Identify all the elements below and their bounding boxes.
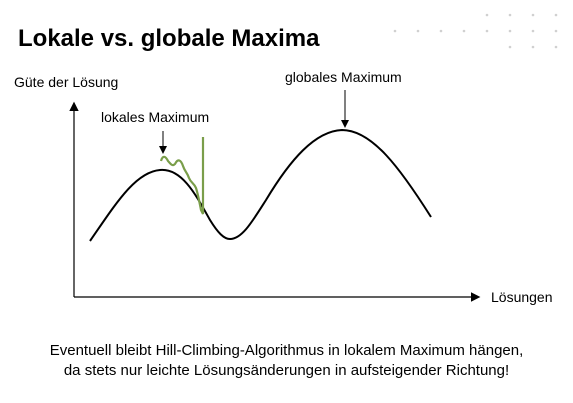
x-axis-label: Lösungen xyxy=(491,289,553,305)
y-axis-label: Güte der Lösung xyxy=(14,74,118,90)
global-max-label: globales Maximum xyxy=(285,69,402,85)
hill-climbing-diagram xyxy=(0,0,573,330)
caption: Eventuell bleibt Hill-Climbing-Algorithm… xyxy=(0,341,573,381)
fitness-curve xyxy=(90,130,431,241)
caption-line-1: Eventuell bleibt Hill-Climbing-Algorithm… xyxy=(0,341,573,361)
local-max-label: lokales Maximum xyxy=(101,109,209,125)
caption-line-2: da stets nur leichte Lösungsänderungen i… xyxy=(0,361,573,381)
search-path xyxy=(161,137,203,214)
